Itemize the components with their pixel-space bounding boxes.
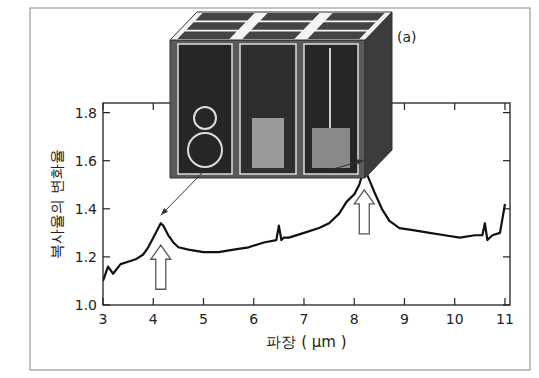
inset-cell — [325, 13, 384, 21]
leader-line — [330, 160, 364, 170]
inset-cell — [260, 13, 319, 21]
y-tick — [103, 112, 110, 113]
y-tick-label: 1.8 — [75, 105, 97, 121]
x-tick — [504, 298, 505, 305]
inset-cell — [177, 32, 236, 39]
inset-fill — [252, 118, 284, 168]
x-tick-label: 9 — [400, 311, 409, 327]
inset-cell — [251, 22, 310, 29]
x-tick — [404, 298, 405, 305]
y-tick — [103, 304, 110, 305]
y-tick-right — [503, 304, 510, 305]
inset-label: (a) — [397, 29, 417, 45]
x-tick-label: 3 — [99, 311, 108, 327]
inset-channel — [178, 44, 232, 174]
y-tick-right — [503, 112, 510, 113]
y-tick — [103, 256, 110, 257]
inset-cell — [195, 13, 254, 21]
inset-wire — [329, 48, 331, 128]
leader-head — [161, 208, 168, 215]
inset — [170, 12, 392, 178]
y-tick-label: 1.4 — [75, 201, 97, 217]
inset-side — [365, 12, 392, 178]
x-tick-top — [102, 103, 103, 110]
inset-fill — [312, 128, 350, 168]
x-tick-label: 11 — [496, 311, 514, 327]
x-tick-label: 4 — [149, 311, 158, 327]
y-tick — [103, 160, 110, 161]
y-axis-label: 복사율의 변화율 — [48, 149, 66, 259]
inset-molecule — [194, 107, 216, 129]
x-tick-label: 10 — [446, 311, 464, 327]
inset-top — [170, 12, 392, 40]
x-tick — [253, 298, 254, 305]
y-tick-right — [503, 160, 510, 161]
x-tick — [303, 298, 304, 305]
x-tick — [153, 298, 154, 305]
x-tick — [354, 298, 355, 305]
y-tick-label: 1.6 — [75, 153, 97, 169]
y-tick — [103, 208, 110, 209]
x-tick — [454, 298, 455, 305]
x-axis-label: 파장 ( μm ) — [266, 333, 346, 351]
inset-channel — [240, 44, 296, 174]
x-tick — [203, 298, 204, 305]
inset-cell — [316, 22, 375, 29]
x-tick-label: 6 — [249, 311, 258, 327]
peak-arrow — [354, 190, 374, 234]
y-tick-right — [503, 256, 510, 257]
x-tick-label: 5 — [199, 311, 208, 327]
x-tick-label: 8 — [350, 311, 359, 327]
inset-front — [170, 40, 365, 178]
inset-channel — [304, 44, 358, 174]
x-tick-top — [454, 103, 455, 110]
inset-cell — [186, 22, 245, 29]
x-tick — [102, 298, 103, 305]
chart: 3 4 5 6 7 8 9 10 11 1.0 1.2 1.4 1.6 1.8 파장 ( μm ) 복사율의 … — [0, 0, 539, 378]
x-tick-top — [404, 103, 405, 110]
y-tick-label: 1.0 — [75, 297, 97, 313]
x-tick-label: 7 — [300, 311, 309, 327]
x-tick-top — [153, 103, 154, 110]
leader-line — [161, 170, 205, 215]
figure-frame — [30, 8, 530, 370]
leader-head — [356, 159, 364, 164]
x-tick-top — [504, 103, 505, 110]
y-tick-label: 1.2 — [75, 249, 97, 265]
inset-cell — [242, 32, 301, 39]
inset-molecule — [188, 133, 222, 167]
inset-cell — [307, 32, 366, 39]
peak-arrow — [151, 245, 171, 289]
